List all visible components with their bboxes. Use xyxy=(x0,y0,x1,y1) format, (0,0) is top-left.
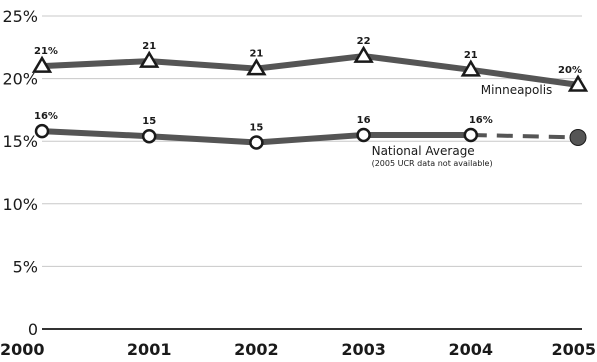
series-minneapolis: 21% 21 21 22 21 20% Minneapolis xyxy=(31,36,589,97)
y-tick-label: 5% xyxy=(13,257,38,276)
data-point xyxy=(356,127,371,143)
data-label: 15 xyxy=(249,122,263,133)
x-tick-label: 2001 xyxy=(127,340,172,359)
y-tick-label: 0 xyxy=(28,320,38,339)
data-point xyxy=(249,135,264,150)
data-point xyxy=(460,59,481,77)
x-tick-label: 2002 xyxy=(234,340,279,359)
data-point xyxy=(246,58,267,76)
projected-point xyxy=(569,128,587,146)
data-label: 21 xyxy=(464,50,478,61)
data-label: 16% xyxy=(469,115,493,126)
series-name-label: Minneapolis xyxy=(481,83,553,97)
data-label: 16 xyxy=(357,115,371,126)
y-tick-label: 25% xyxy=(2,7,38,26)
series-group: 21% 21 21 22 21 20% Minneapolis 16% 15 15 16 16% Nat… xyxy=(31,36,589,168)
series-name-label: National Average xyxy=(372,144,475,158)
series-line xyxy=(41,53,579,88)
data-point xyxy=(34,123,50,139)
y-tick-label: 15% xyxy=(2,132,38,151)
x-tick-label: 2000 xyxy=(0,340,45,359)
grid-lines xyxy=(42,15,582,330)
y-tick-label: 20% xyxy=(2,70,38,89)
data-point xyxy=(353,45,374,63)
data-label: 21 xyxy=(142,41,156,52)
x-tick-label: 2005 xyxy=(551,340,596,359)
series-note-label: (2005 UCR data not available) xyxy=(372,159,493,168)
data-point xyxy=(139,50,160,68)
data-label: 16% xyxy=(34,111,58,122)
x-axis-ticks: 2000 2001 2002 2003 2004 2005 xyxy=(0,340,596,359)
y-axis-ticks: 0 5% 10% 15% 20% 25% xyxy=(2,7,38,339)
data-point xyxy=(463,127,479,143)
x-tick-label: 2003 xyxy=(341,340,386,359)
data-point xyxy=(141,128,157,144)
data-label: 20% xyxy=(558,65,582,76)
series-national-average: 16% 15 15 16 16% National Average(2005 UCR da… xyxy=(34,111,587,168)
projected-line xyxy=(470,132,579,140)
data-label: 22 xyxy=(357,36,371,47)
data-label: 21 xyxy=(249,49,263,60)
data-point xyxy=(567,74,589,92)
data-label: 15 xyxy=(142,116,156,127)
data-point xyxy=(31,55,53,73)
y-tick-label: 10% xyxy=(2,195,38,214)
x-tick-label: 2004 xyxy=(449,340,494,359)
data-label: 21% xyxy=(34,46,58,57)
